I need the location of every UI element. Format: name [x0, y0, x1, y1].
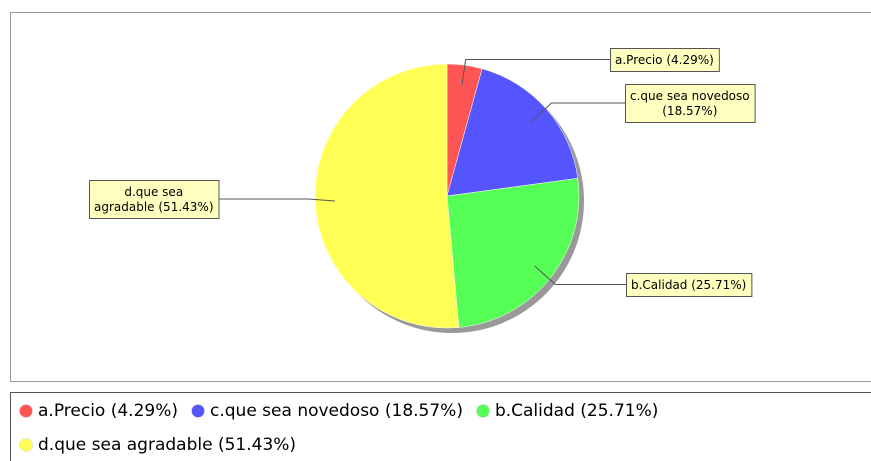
slice-label-text: d.que sea agradable (51.43%) — [94, 185, 214, 214]
slice-label: b.Calidad (25.71%) — [626, 273, 753, 297]
slice-label: c.que sea novedoso (18.57%) — [625, 84, 756, 123]
legend-label: d.que sea agradable (51.43%) — [38, 435, 296, 455]
label-link — [218, 198, 335, 202]
label-box — [610, 48, 720, 72]
label-box — [626, 273, 753, 297]
legend-swatch — [476, 404, 490, 418]
slice-label-text: a.Precio (4.29%) — [615, 53, 714, 67]
slice-label-text: b.Calidad (25.71%) — [631, 278, 746, 292]
slice-label-text: c.que sea novedoso (18.57%) — [630, 89, 750, 118]
legend-swatch — [19, 438, 33, 452]
pie-slice — [446, 68, 579, 197]
slice-label: d.que sea agradable (51.43%) — [89, 180, 220, 219]
label-link — [531, 102, 625, 123]
pie-slice — [314, 63, 460, 329]
legend-box — [10, 392, 871, 461]
label-link — [461, 59, 610, 85]
label-box — [625, 84, 756, 123]
legend-swatch — [19, 404, 33, 418]
legend-swatch — [191, 404, 205, 418]
legend-label: c.que sea novedoso (18.57%) — [210, 401, 463, 421]
label-box — [89, 180, 220, 219]
label-link — [534, 265, 626, 285]
legend-label: b.Calidad (25.71%) — [495, 401, 658, 421]
pie-slice — [446, 178, 580, 328]
slice-label: a.Precio (4.29%) — [610, 48, 720, 72]
legend-label: a.Precio (4.29%) — [38, 401, 178, 421]
